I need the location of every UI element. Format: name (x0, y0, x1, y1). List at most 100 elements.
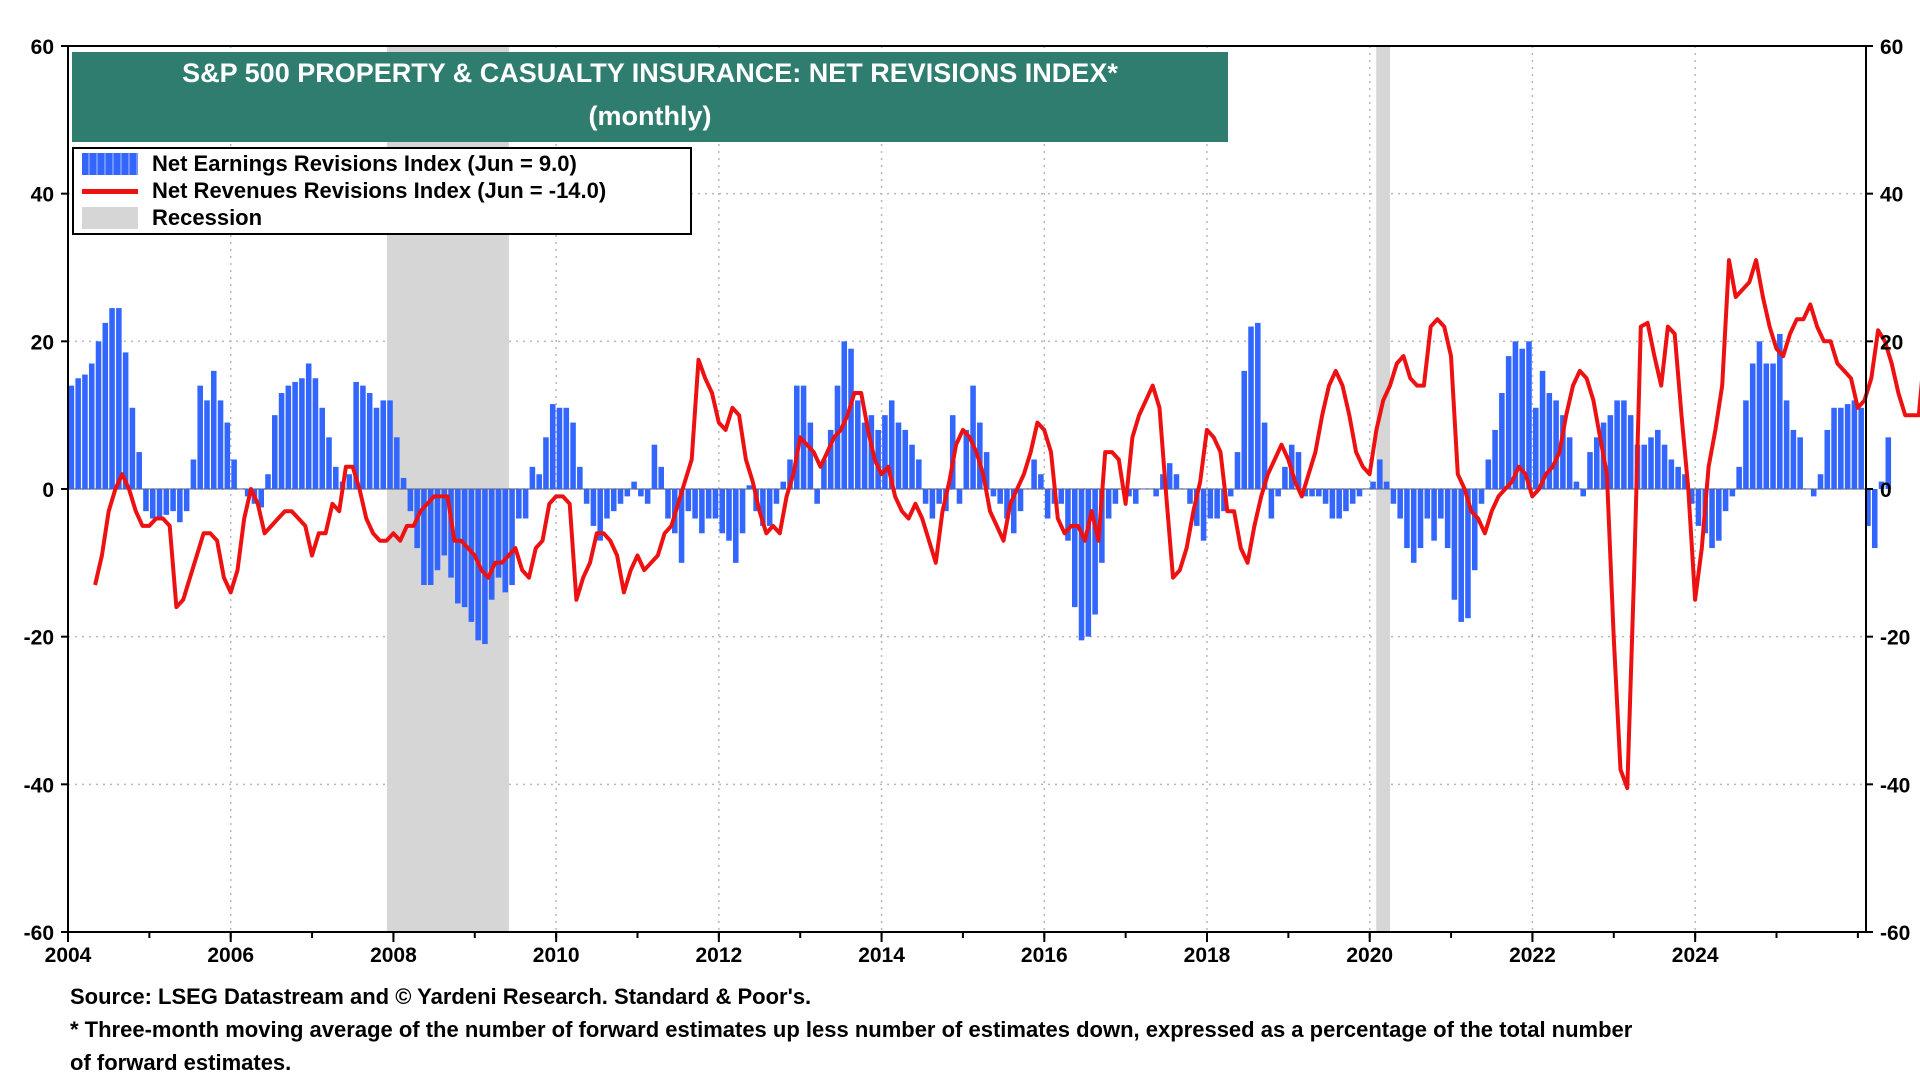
revenues-line (93, 258, 1920, 790)
earnings-bar (271, 415, 278, 489)
earnings-bar (1234, 452, 1241, 489)
earnings-bar (1410, 489, 1417, 563)
earnings-bar (1749, 363, 1756, 489)
earnings-bar (922, 489, 929, 504)
earnings-bar (875, 429, 881, 489)
earnings-bar (1004, 489, 1010, 519)
source-note: Source: LSEG Datastream and © Yardeni Re… (70, 984, 812, 1009)
earnings-bar (1519, 348, 1525, 489)
earnings-bar (1329, 489, 1336, 519)
earnings-bar (190, 459, 197, 489)
earnings-bar (488, 489, 495, 600)
earnings-bar (434, 489, 441, 571)
earnings-bar (1817, 474, 1824, 489)
earnings-bar (827, 429, 834, 489)
y-tick-label-left: 20 (31, 331, 54, 354)
earnings-bar (549, 404, 556, 489)
earnings-bar (312, 378, 319, 489)
earnings-bar (1621, 400, 1627, 489)
earnings-bar (360, 385, 366, 489)
earnings-bar (719, 489, 726, 534)
earnings-bar (319, 407, 326, 489)
earnings-bar (1085, 489, 1092, 637)
earnings-bar (136, 452, 142, 489)
earnings-bar (1112, 489, 1119, 504)
earnings-bar (1553, 400, 1559, 489)
y-tick-label-left: 40 (31, 184, 54, 207)
earnings-bar (1282, 466, 1288, 489)
earnings-bar (800, 385, 807, 489)
earnings-bar (224, 422, 231, 489)
earnings-bar (1017, 489, 1024, 512)
earnings-bar (956, 489, 963, 504)
earnings-bar (536, 474, 542, 489)
earnings-bar (1349, 489, 1356, 504)
earnings-bar (1587, 452, 1593, 489)
y-tick-label-right: -40 (1880, 774, 1910, 797)
earnings-bar (1655, 429, 1661, 489)
earnings-bar (1377, 459, 1383, 489)
earnings-bar (1661, 444, 1668, 489)
earnings-bar (1397, 489, 1403, 519)
earnings-bar (116, 308, 122, 489)
earnings-bar (624, 489, 631, 497)
earnings-bar (509, 489, 515, 585)
earnings-bar (1716, 489, 1722, 541)
earnings-bar (631, 481, 637, 489)
earnings-bar (1207, 489, 1214, 519)
earnings-bar (1322, 489, 1329, 504)
earnings-bar (597, 489, 603, 541)
legend-swatch-recession (82, 207, 138, 229)
earnings-bar (1526, 341, 1532, 489)
earnings-bar (122, 352, 129, 489)
x-tick-label: 2024 (1672, 944, 1719, 967)
earnings-bar (990, 489, 997, 497)
earnings-bar (1885, 437, 1892, 489)
chart-title: S&P 500 PROPERTY & CASUALTY INSURANCE: N… (182, 58, 1118, 88)
footnote-line-2: of forward estimates. (70, 1050, 292, 1075)
earnings-bar (685, 489, 692, 512)
y-tick-label-left: -20 (24, 627, 54, 650)
earnings-bar (1383, 481, 1390, 489)
earnings-bar (610, 489, 617, 512)
earnings-bar (1071, 489, 1078, 608)
earnings-bar (1648, 437, 1654, 489)
earnings-bar (366, 393, 373, 489)
y-tick-label-right: 40 (1880, 184, 1903, 207)
earnings-bar (773, 489, 780, 504)
earnings-bar (1458, 489, 1464, 622)
earnings-bar (1851, 400, 1858, 489)
legend-swatch-line (82, 188, 138, 194)
earnings-bar (1295, 452, 1302, 489)
earnings-bar (326, 437, 332, 489)
earnings-bar (1580, 489, 1587, 497)
earnings-bar (746, 485, 753, 489)
earnings-bar (448, 489, 454, 578)
earnings-bar (1614, 400, 1620, 489)
x-axis: 2004 2006 2008 2010 2012 2014 2016 2018 2020 2022… (45, 932, 1859, 967)
earnings-bar (1031, 459, 1037, 489)
earnings-bar (238, 489, 244, 490)
y-tick-label-right: 20 (1880, 331, 1903, 354)
earnings-bar (848, 348, 854, 489)
earnings-bar (739, 489, 746, 534)
earnings-bar (380, 400, 387, 489)
y-axis-left: 60 40 20 0 -20 -40 -60 (24, 36, 68, 945)
earnings-bar (204, 400, 210, 489)
earnings-bar (895, 422, 902, 489)
earnings-bar (1777, 333, 1783, 489)
earnings-bar (909, 444, 915, 489)
earnings-bar (1248, 326, 1254, 489)
earnings-bar (68, 385, 75, 489)
earnings-bar (1736, 466, 1742, 489)
earnings-bar (1187, 489, 1193, 504)
earnings-bar (1038, 474, 1044, 489)
earnings-bar (1214, 489, 1220, 519)
earnings-bar (1343, 489, 1349, 512)
earnings-bar (1804, 489, 1810, 490)
y-tick-label-left: -40 (24, 774, 54, 797)
earnings-bar (1126, 489, 1132, 497)
earnings-bar (1309, 489, 1315, 497)
earnings-bar (217, 400, 224, 489)
earnings-bar (983, 452, 990, 489)
